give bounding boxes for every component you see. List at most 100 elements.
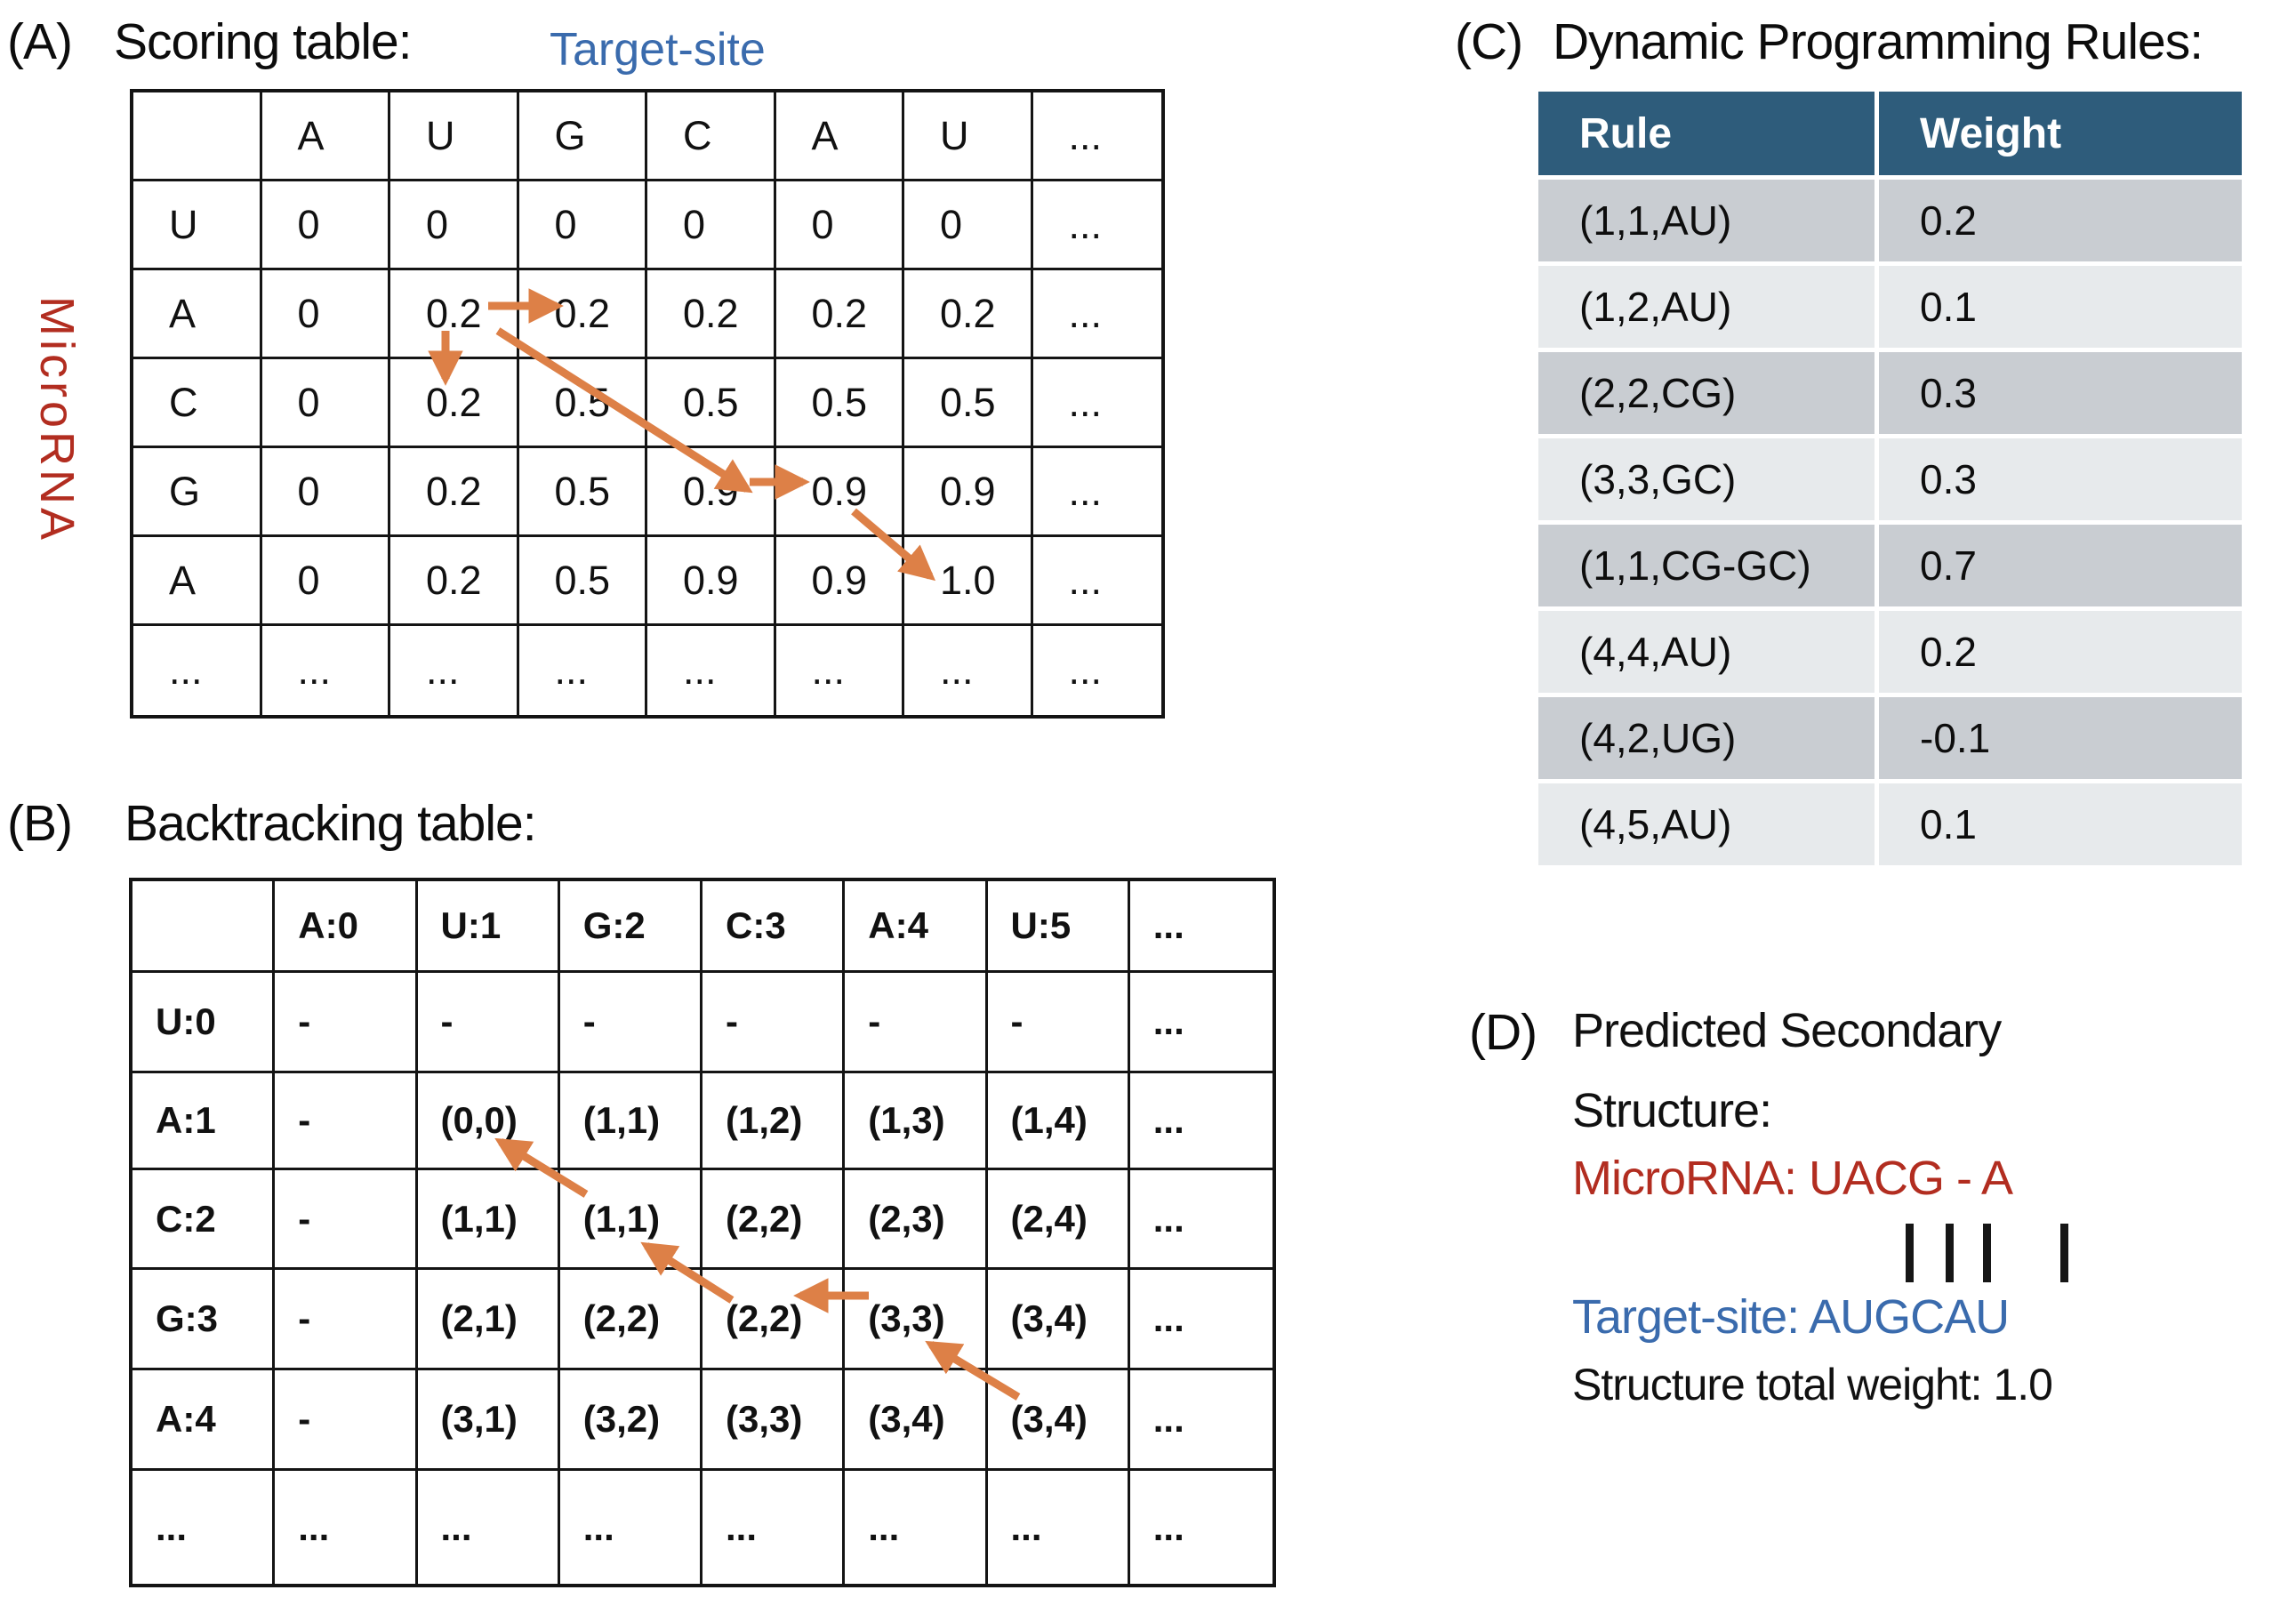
backtracking-rowheader-r1c0: U:0 [132,973,276,1073]
scoring-cell-r1c4: 0 [647,181,776,270]
scoring-cell-r5c6: 1.0 [904,537,1033,626]
weight-cell-6: -0.1 [1879,697,2242,779]
scoring-colheader-r0c5: A [775,92,904,181]
backtracking-cell-r5c1: - [275,1370,418,1471]
backtracking-cell-r3c1: - [275,1170,418,1270]
scoring-cell-r4c7: ... [1032,448,1161,537]
rule-cell-3: (3,3,GC) [1538,438,1875,520]
weight-cell-0: 0.2 [1879,180,2242,261]
backtracking-cell-r6c6: ... [988,1471,1130,1584]
backtracking-cell-r3c4: (2,2) [702,1170,846,1270]
scoring-cell-r5c3: 0.5 [518,537,647,626]
backtracking-cell-r1c7: ... [1129,973,1272,1073]
scoring-cell-r4c1: 0 [261,448,390,537]
scoring-cell-r4c6: 0.9 [904,448,1033,537]
structure-total-weight: Structure total weight: 1.0 [1572,1360,2053,1409]
backtracking-cell-r6c2: ... [418,1471,560,1584]
scoring-rowheader-r6c0: ... [133,626,262,715]
scoring-table: A U G C A U... U 0 0 0 0 0 0... A 0 0.2 0.2 0.2 0.2 0.2... C… [130,89,1165,719]
weight-cell-3: 0.3 [1879,438,2242,520]
backtracking-cell-r6c4: ... [702,1471,846,1584]
scoring-cell-r1c3: 0 [518,181,647,270]
backtracking-rowheader-r5c0: A:4 [132,1370,276,1471]
scoring-rowheader-r1c0: U [133,181,262,270]
backtracking-rowheader-r4c0: G:3 [132,1270,276,1370]
predicted-microrna-sequence: MicroRNA: UACG - A [1572,1152,2013,1205]
weight-cell-2: 0.3 [1879,352,2242,434]
backtracking-cell-r4c7: ... [1129,1270,1272,1370]
scoring-rowheader-r2c0: A [133,270,262,359]
scoring-colheader-r0c7: ... [1032,92,1161,181]
rules-header-rule: Rule [1538,92,1875,175]
backtracking-corner-r0c0 [132,881,276,973]
backtracking-colheader-r0c2: U:1 [417,881,560,973]
panel-b-label: (B) [7,795,73,852]
backtracking-cell-r3c3: (1,1) [559,1170,702,1270]
scoring-cell-r6c3: ... [519,626,647,715]
scoring-cell-r4c4: 0.9 [647,448,776,537]
scoring-cell-r6c6: ... [904,626,1033,715]
backtracking-cell-r5c3: (3,2) [559,1370,702,1471]
backtracking-cell-r3c7: ... [1129,1170,1272,1270]
scoring-cell-r6c2: ... [390,626,519,715]
backtracking-cell-r1c2: - [417,973,560,1073]
backtracking-cell-r4c5: (3,3) [845,1270,988,1370]
scoring-cell-r1c2: 0 [390,181,519,270]
scoring-cell-r2c5: 0.2 [775,270,904,359]
scoring-cell-r2c4: 0.2 [647,270,776,359]
weight-cell-4: 0.7 [1879,525,2242,606]
scoring-cell-r5c1: 0 [261,537,390,626]
backtracking-rowheader-r6c0: ... [132,1471,276,1584]
scoring-colheader-r0c3: G [518,92,647,181]
scoring-cell-r3c1: 0 [261,359,390,448]
scoring-cell-r3c7: ... [1032,359,1161,448]
scoring-cell-r5c4: 0.9 [647,537,776,626]
backtracking-cell-r5c4: (3,3) [702,1370,846,1471]
backtracking-cell-r3c6: (2,4) [987,1170,1130,1270]
pair-bond-bar-1 [1946,1224,1954,1282]
backtracking-cell-r4c4: (2,2) [702,1270,846,1370]
scoring-cell-r5c2: 0.2 [390,537,519,626]
scoring-colheader-r0c1: A [261,92,390,181]
scoring-cell-r5c5: 0.9 [775,537,904,626]
panel-d-title-line1: Predicted Secondary [1572,1004,2002,1057]
scoring-cell-r2c1: 0 [261,270,390,359]
scoring-cell-r3c6: 0.5 [904,359,1033,448]
scoring-cell-r4c5: 0.9 [775,448,904,537]
backtracking-colheader-r0c4: C:3 [702,881,846,973]
backtracking-cell-r2c6: (1,4) [987,1073,1130,1170]
backtracking-cell-r3c5: (2,3) [845,1170,988,1270]
weight-cell-1: 0.1 [1879,266,2242,348]
backtracking-cell-r1c4: - [702,973,846,1073]
backtracking-cell-r2c5: (1,3) [845,1073,988,1170]
backtracking-cell-r2c4: (1,2) [702,1073,846,1170]
target-site-axis-label: Target-site [550,24,766,76]
backtracking-table: A:0 U:1 G:2 C:3 A:4 U:5... U:0- - - - - -... A:1- (0,… [129,878,1276,1587]
scoring-cell-r2c3: 0.2 [518,270,647,359]
scoring-cell-r6c5: ... [776,626,904,715]
scoring-cell-r6c1: ... [262,626,390,715]
panel-c-title: Dynamic Programming Rules: [1553,13,2204,70]
scoring-cell-r2c7: ... [1032,270,1161,359]
backtracking-cell-r5c6: (3,4) [987,1370,1130,1471]
scoring-colheader-r0c6: U [904,92,1033,181]
backtracking-colheader-r0c3: G:2 [559,881,702,973]
scoring-cell-r3c5: 0.5 [775,359,904,448]
scoring-cell-r3c3: 0.5 [518,359,647,448]
rule-cell-7: (4,5,AU) [1538,783,1875,865]
predicted-target-sequence: Target-site: AUGCAU [1572,1290,2010,1344]
scoring-cell-r4c3: 0.5 [518,448,647,537]
scoring-cell-r4c2: 0.2 [390,448,519,537]
backtracking-cell-r2c2: (0,0) [417,1073,560,1170]
microrna-axis-label: MicroRNA [30,295,84,544]
backtracking-colheader-r0c6: U:5 [987,881,1130,973]
scoring-cell-r1c1: 0 [261,181,390,270]
rule-cell-2: (2,2,CG) [1538,352,1875,434]
backtracking-cell-r2c7: ... [1129,1073,1272,1170]
panel-c-label: (C) [1455,13,1523,70]
scoring-cell-r1c5: 0 [775,181,904,270]
scoring-cell-r1c7: ... [1032,181,1161,270]
pair-bond-bar-0 [1906,1224,1914,1282]
backtracking-cell-r1c6: - [987,973,1130,1073]
backtracking-colheader-r0c1: A:0 [275,881,418,973]
